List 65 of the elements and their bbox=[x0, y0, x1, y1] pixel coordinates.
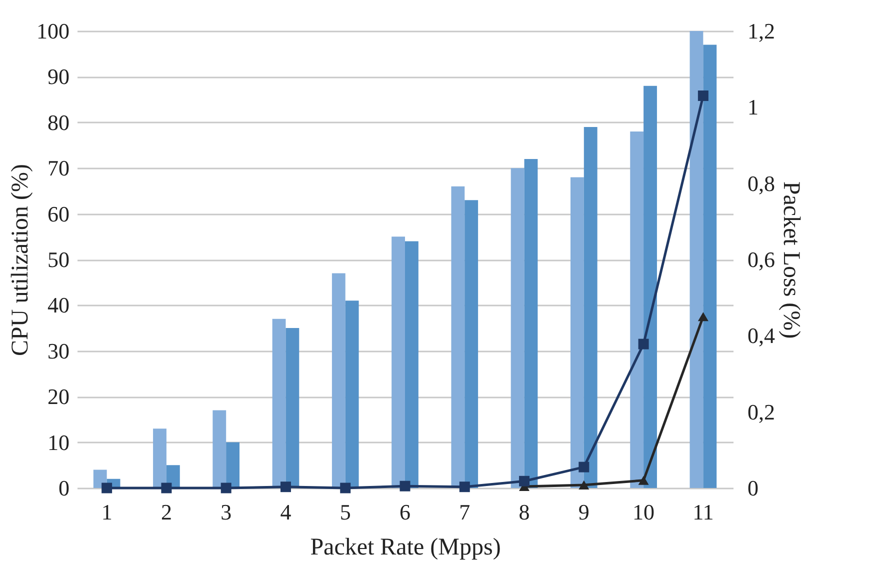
bar bbox=[272, 318, 286, 488]
bar bbox=[226, 442, 240, 488]
y2-tick-label: 0,8 bbox=[748, 170, 775, 196]
y-tick-label: 20 bbox=[48, 384, 70, 410]
y-tick-label: 60 bbox=[48, 201, 70, 226]
y-tick-label: 10 bbox=[48, 430, 70, 455]
bar bbox=[392, 236, 405, 488]
bar bbox=[286, 328, 300, 488]
point bbox=[400, 480, 410, 492]
y2-tick-label: 0 bbox=[748, 476, 758, 500]
y2-tick-label: 1,2 bbox=[748, 18, 775, 44]
x-tick-label: 9 bbox=[578, 500, 590, 524]
x-tick-label: 4 bbox=[280, 500, 292, 524]
bar bbox=[345, 300, 359, 488]
bar bbox=[451, 186, 465, 488]
y2-tick-label: 0,2 bbox=[748, 399, 775, 424]
point bbox=[638, 338, 649, 350]
point bbox=[638, 476, 649, 485]
y-tick-label: 80 bbox=[48, 110, 70, 135]
x-tick-label: 7 bbox=[459, 500, 470, 524]
bar bbox=[510, 168, 524, 488]
x-tick-label: 8 bbox=[518, 500, 530, 524]
x-tick-label: 11 bbox=[692, 500, 714, 524]
y2-axis-title: Packet Loss (%) bbox=[778, 181, 804, 339]
bar bbox=[524, 158, 538, 488]
x-tick-label: 1 bbox=[101, 500, 112, 524]
point bbox=[578, 480, 590, 490]
point bbox=[459, 482, 470, 492]
point bbox=[220, 482, 232, 494]
x-axis-title: Packet Rate (Mpps) bbox=[310, 534, 501, 560]
bar bbox=[703, 44, 717, 488]
bar bbox=[153, 428, 166, 488]
point bbox=[161, 482, 172, 494]
bar bbox=[630, 132, 644, 488]
point bbox=[698, 312, 708, 322]
x-tick-label: 6 bbox=[400, 500, 410, 524]
bar bbox=[570, 177, 584, 488]
bar bbox=[464, 200, 478, 488]
y-axis-title: CPU utilization (%) bbox=[8, 164, 34, 356]
y2-tick-label: 0,4 bbox=[748, 323, 775, 348]
x-tick-label: 10 bbox=[632, 500, 655, 524]
bar bbox=[405, 241, 418, 488]
y-tick-label: 90 bbox=[48, 64, 70, 90]
y-tick-label: 50 bbox=[48, 247, 70, 272]
point bbox=[280, 482, 291, 492]
x-tick-label: 2 bbox=[160, 500, 172, 524]
bar bbox=[690, 31, 704, 488]
x-tick-label: 5 bbox=[340, 500, 351, 524]
point bbox=[519, 476, 530, 486]
bar bbox=[644, 86, 657, 488]
x-tick-label: 3 bbox=[220, 500, 232, 524]
y-tick-label: 40 bbox=[48, 292, 70, 318]
bar bbox=[584, 126, 598, 488]
y-tick-label: 70 bbox=[48, 156, 70, 181]
point bbox=[698, 90, 708, 101]
point bbox=[102, 482, 112, 494]
y2-tick-label: 1 bbox=[748, 94, 758, 120]
y2-tick-label: 0,6 bbox=[748, 247, 775, 272]
y-tick-label: 100 bbox=[36, 18, 70, 44]
bar bbox=[212, 410, 226, 488]
y-tick-label: 0 bbox=[58, 476, 70, 500]
y-tick-label: 30 bbox=[48, 338, 70, 364]
point bbox=[578, 462, 590, 472]
point bbox=[340, 482, 351, 494]
bar bbox=[332, 273, 346, 488]
